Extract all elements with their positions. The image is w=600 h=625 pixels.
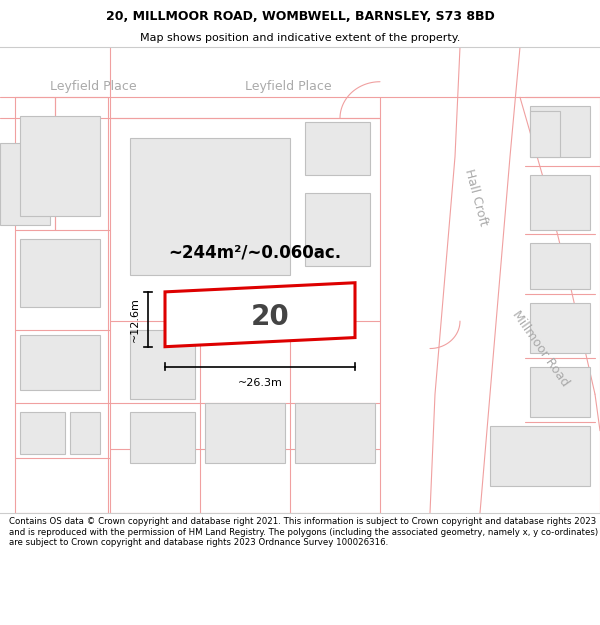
Polygon shape	[530, 303, 590, 353]
Polygon shape	[530, 106, 590, 157]
Text: 20, MILLMOOR ROAD, WOMBWELL, BARNSLEY, S73 8BD: 20, MILLMOOR ROAD, WOMBWELL, BARNSLEY, S…	[106, 11, 494, 23]
Text: 20: 20	[251, 302, 289, 331]
Polygon shape	[530, 175, 590, 230]
Polygon shape	[165, 282, 355, 347]
Text: ~244m²/~0.060ac.: ~244m²/~0.060ac.	[169, 244, 341, 262]
Text: ~12.6m: ~12.6m	[130, 297, 140, 342]
Polygon shape	[20, 335, 100, 389]
Polygon shape	[530, 367, 590, 417]
Polygon shape	[20, 239, 100, 308]
Text: ~26.3m: ~26.3m	[238, 378, 283, 388]
Polygon shape	[20, 116, 100, 216]
Polygon shape	[530, 111, 560, 157]
Text: Contains OS data © Crown copyright and database right 2021. This information is : Contains OS data © Crown copyright and d…	[9, 518, 598, 548]
Polygon shape	[70, 412, 100, 454]
Text: Leyfield Place: Leyfield Place	[245, 80, 332, 92]
Text: Hall Croft: Hall Croft	[462, 168, 490, 228]
Polygon shape	[130, 412, 195, 462]
Polygon shape	[0, 143, 50, 225]
Text: Map shows position and indicative extent of the property.: Map shows position and indicative extent…	[140, 33, 460, 43]
Polygon shape	[205, 403, 285, 462]
Text: Leyfield Place: Leyfield Place	[50, 80, 137, 92]
Polygon shape	[130, 138, 290, 276]
Text: Millmoor Road: Millmoor Road	[509, 308, 571, 389]
Polygon shape	[130, 330, 195, 399]
Polygon shape	[305, 122, 370, 175]
Polygon shape	[20, 412, 65, 454]
Polygon shape	[490, 426, 590, 486]
Polygon shape	[305, 193, 370, 266]
Polygon shape	[295, 403, 375, 462]
Polygon shape	[530, 244, 590, 289]
